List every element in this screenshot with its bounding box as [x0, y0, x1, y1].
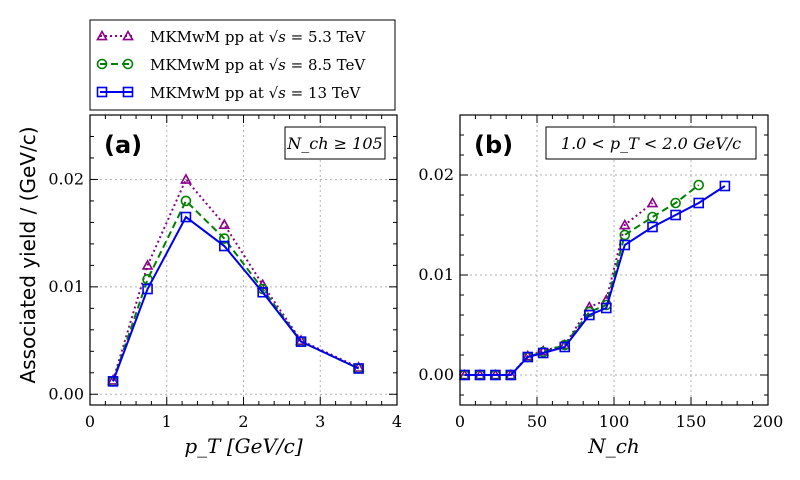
- x-tick-label: 100: [599, 412, 630, 431]
- series-line: [112, 177, 360, 381]
- data-point: [719, 180, 731, 192]
- y-tick-label: 0.01: [418, 265, 454, 284]
- panel-label: (a): [104, 131, 142, 159]
- data-point: [219, 240, 230, 252]
- data-point: [505, 369, 517, 381]
- data-point: [257, 286, 268, 298]
- legend-entry: MKMwM pp at √s = 5.3 TeV: [96, 28, 366, 46]
- x-tick-label: 4: [392, 412, 402, 431]
- plot-frame: [89, 114, 398, 406]
- series-line: [112, 199, 360, 382]
- data-point: [522, 351, 534, 363]
- data-point: [180, 211, 192, 223]
- data-point: [218, 218, 231, 229]
- data-point: [693, 197, 705, 209]
- data-point: [490, 369, 501, 381]
- x-tick-label: 150: [676, 412, 707, 431]
- series-line: [112, 215, 360, 382]
- data-point: [107, 374, 119, 385]
- data-point: [180, 195, 192, 207]
- data-point: [537, 347, 549, 359]
- x-tick-label: 50: [527, 412, 547, 431]
- legend-marker: [122, 86, 134, 98]
- legend-label: MKMwM pp at √s = 13 TeV: [150, 84, 362, 102]
- series-8.5-tev: [459, 179, 705, 381]
- legend-label: MKMwM pp at √s = 5.3 TeV: [150, 28, 366, 46]
- series-13-tev: [459, 180, 731, 381]
- panel-a: 0 1 2 3 4 0.00 0.01 0.02 (a) N_ch ≥ 105 p_T [GeV/c…: [48, 114, 402, 458]
- data-point: [219, 233, 230, 244]
- data-point: [693, 179, 705, 191]
- y-tick-label: 0.02: [418, 165, 454, 184]
- legend-marker: [96, 58, 108, 70]
- data-point: [600, 302, 612, 314]
- x-tick-label: 0: [455, 412, 465, 431]
- panel-b: 0 50 100 150 200 0.00 0.01 0.02 (b) 1.0 < p_T < 2…: [418, 114, 784, 458]
- data-point: [647, 221, 658, 233]
- legend-marker: [96, 29, 108, 41]
- data-point: [295, 336, 307, 347]
- data-point: [141, 259, 154, 270]
- legend-label: MKMwM pp at √s = 8.5 TeV: [150, 56, 366, 74]
- annotation-box: [284, 126, 386, 160]
- series-13-tev: [107, 211, 364, 387]
- y-axis-label: Associated yield / (GeV/c): [16, 127, 40, 384]
- series-line: [464, 185, 726, 376]
- plot-frame: [459, 114, 769, 406]
- panel-label: (b): [474, 131, 513, 159]
- x-tick-label: 2: [238, 412, 248, 431]
- legend-frame: [89, 19, 396, 111]
- data-point: [670, 209, 681, 221]
- x-tick-label: 200: [753, 412, 784, 431]
- x-axis-label: p_T [GeV/c]: [184, 434, 302, 458]
- data-point: [142, 283, 153, 295]
- data-point: [647, 211, 658, 223]
- legend-entry: MKMwM pp at √s = 13 TeV: [96, 84, 362, 102]
- annotation-box: [545, 126, 757, 160]
- data-point: [619, 229, 631, 241]
- y-tick-label: 0.00: [48, 384, 84, 403]
- x-tick-label: 1: [162, 412, 172, 431]
- data-point: [619, 239, 631, 251]
- x-tick-label: 0: [85, 412, 95, 431]
- y-tick-label: 0.00: [418, 365, 454, 384]
- legend-marker: [96, 86, 108, 98]
- legend: MKMwM pp at √s = 5.3 TeV MKMwM pp at √s =…: [89, 19, 396, 111]
- data-point: [180, 173, 192, 184]
- series-line: [464, 184, 700, 376]
- data-point: [670, 197, 681, 209]
- data-point: [584, 309, 595, 321]
- series-5.3-tev: [458, 196, 659, 380]
- y-tick-label: 0.02: [48, 169, 84, 188]
- x-axis-label: N_ch: [587, 434, 640, 458]
- annotation-text: N_ch ≥ 105: [286, 134, 382, 153]
- x-tick-label: 3: [315, 412, 325, 431]
- legend-entry: MKMwM pp at √s = 8.5 TeV: [96, 56, 366, 74]
- data-point: [474, 369, 486, 381]
- y-tick-label: 0.01: [48, 277, 84, 296]
- data-point: [559, 341, 571, 353]
- annotation-text: 1.0 < p_T < 2.0 GeV/c: [561, 134, 741, 153]
- legend-marker: [122, 58, 134, 70]
- data-point: [618, 218, 631, 230]
- data-point: [646, 196, 659, 208]
- data-point: [107, 376, 119, 387]
- data-point: [353, 363, 364, 374]
- legend-marker: [122, 29, 134, 41]
